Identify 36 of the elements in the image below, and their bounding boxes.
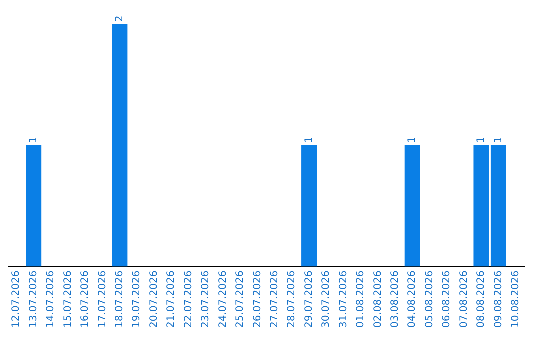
x-tick-label: 07.08.2026 — [458, 270, 470, 328]
x-tick-label: 06.08.2026 — [442, 270, 453, 328]
x-tick-label: 05.08.2026 — [424, 270, 436, 328]
x-tick-label: 08.08.2026 — [476, 270, 488, 328]
x-tick-label: 18.07.2026 — [114, 270, 126, 328]
x-tick-label: 28.07.2026 — [286, 270, 298, 328]
x-tick-label: 10.08.2026 — [510, 270, 522, 328]
x-tick-label: 19.07.2026 — [132, 270, 143, 328]
x-tick-label: 13.07.2026 — [28, 270, 40, 328]
x-tick-label: 25.07.2026 — [235, 270, 246, 328]
x-tick-label: 22.07.2026 — [183, 270, 194, 328]
data-label: 1 — [28, 137, 40, 144]
x-tick-label: 23.07.2026 — [200, 270, 212, 328]
x-tick-label: 16.07.2026 — [80, 270, 92, 328]
x-tick-label: 26.07.2026 — [252, 270, 264, 328]
x-tick-label: 31.07.2026 — [338, 270, 350, 328]
data-label: 1 — [493, 137, 504, 144]
data-label: 2 — [114, 16, 126, 22]
x-tick-label: 01.08.2026 — [356, 270, 367, 328]
x-tick-label: 24.07.2026 — [218, 270, 229, 328]
x-tick-label: 29.07.2026 — [304, 270, 315, 328]
x-tick-label: 02.08.2026 — [372, 270, 384, 328]
x-tick-label: 12.07.2026 — [11, 270, 22, 328]
x-tick-label: 30.07.2026 — [321, 270, 332, 328]
x-tick-label: 21.07.2026 — [166, 270, 178, 328]
data-label: 1 — [304, 137, 315, 144]
data-label: 1 — [476, 137, 488, 144]
data-label: 1 — [407, 137, 418, 144]
x-tick-label: 15.07.2026 — [62, 270, 74, 328]
x-tick-label: 09.08.2026 — [493, 270, 504, 328]
x-tick-label: 14.07.2026 — [46, 270, 57, 328]
x-tick-label: 17.07.2026 — [97, 270, 108, 328]
x-tick-label: 03.08.2026 — [390, 270, 401, 328]
x-tick-label: 27.07.2026 — [269, 270, 280, 328]
x-tick-label: 20.07.2026 — [148, 270, 160, 328]
x-tick-label: 04.08.2026 — [407, 270, 418, 328]
